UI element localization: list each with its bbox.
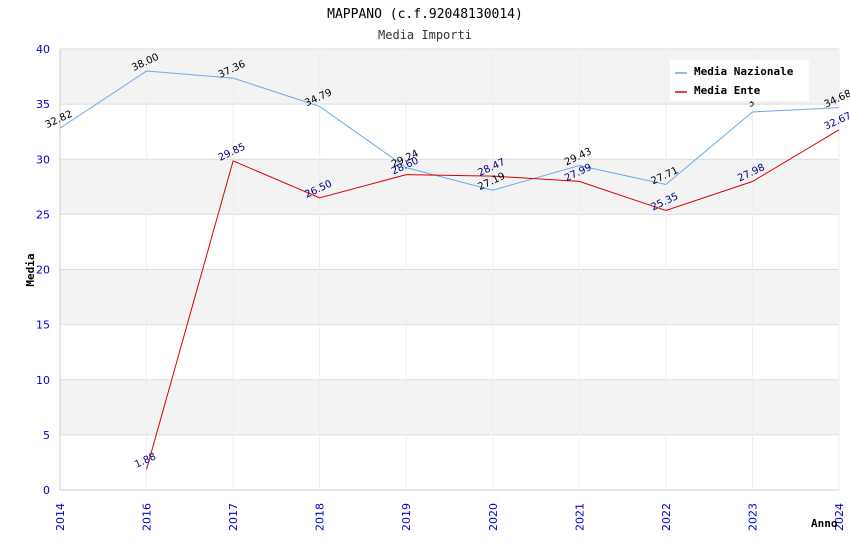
grid-band (60, 104, 839, 160)
x-tick-label: 2019 (400, 503, 413, 531)
grid-band (60, 214, 839, 270)
x-tick-label: 2017 (227, 503, 240, 531)
x-tick-label: 2021 (573, 503, 586, 531)
legend-label-media-ente: Media Ente (694, 84, 761, 97)
y-axis-ticks: 0 5 10 15 20 25 30 35 40 (36, 43, 50, 497)
y-tick-label: 40 (36, 43, 50, 56)
data-label: 3 (746, 97, 756, 110)
legend-box (670, 60, 809, 101)
y-tick-label: 25 (36, 208, 50, 221)
y-tick-label: 15 (36, 319, 50, 332)
x-tick-label: 2014 (54, 503, 67, 531)
y-tick-label: 35 (36, 98, 50, 111)
grid-bands (60, 49, 839, 490)
chart-subtitle: Media Importi (378, 28, 472, 42)
x-tick-label: 2024 (833, 503, 846, 531)
y-tick-label: 10 (36, 374, 50, 387)
x-tick-label: 2022 (660, 503, 673, 531)
grid-band (60, 269, 839, 325)
y-axis-label: Media (24, 253, 37, 286)
y-tick-label: 0 (43, 484, 50, 497)
x-tick-label: 2018 (314, 503, 327, 531)
x-axis-ticks: 2014 2016 2017 2018 2019 2020 2021 2022 2023 2024 (54, 503, 846, 531)
y-tick-label: 5 (43, 429, 50, 442)
y-tick-label: 20 (36, 264, 50, 277)
series-line-1 (146, 129, 840, 470)
grid-band (60, 324, 839, 380)
gridlines (59, 48, 840, 491)
x-tick-label: 2020 (487, 503, 500, 531)
legend-label-media-nazionale: Media Nazionale (694, 65, 794, 78)
chart-title: MAPPANO (c.f.92048130014) (327, 7, 523, 22)
x-tick-label: 2016 (141, 503, 154, 531)
y-tick-label: 30 (36, 153, 50, 166)
grid-band (60, 159, 839, 215)
grid-band (60, 434, 839, 490)
x-axis-label: Anno (811, 517, 838, 530)
grid-band (60, 379, 839, 435)
series-lines (59, 70, 840, 470)
legend: Media Nazionale Media Ente (670, 60, 809, 101)
x-tick-label: 2023 (746, 503, 759, 531)
series-line-0 (59, 70, 840, 191)
